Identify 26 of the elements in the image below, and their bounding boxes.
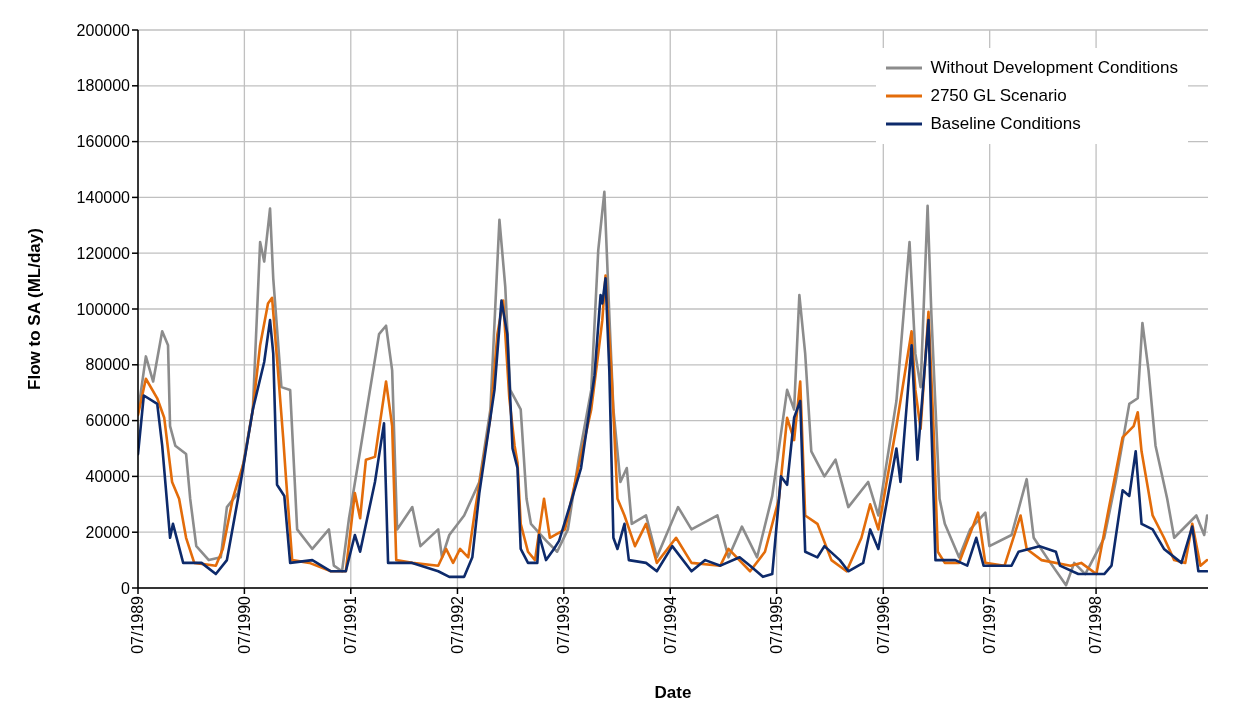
x-tick-label: 07/1991 <box>342 595 360 654</box>
x-tick-label: 07/1993 <box>555 595 573 654</box>
x-tick-label: 07/1992 <box>448 595 466 654</box>
y-tick-label: 140000 <box>76 189 131 207</box>
x-tick-label: 07/1995 <box>767 595 785 654</box>
y-tick-label: 20000 <box>85 523 131 541</box>
x-tick-label: 07/1997 <box>981 595 999 654</box>
y-tick-label: 160000 <box>76 133 131 151</box>
legend-label: Without Development Conditions <box>930 57 1178 79</box>
y-tick-label: 120000 <box>76 244 131 262</box>
y-tick-label: 60000 <box>85 412 131 430</box>
y-tick-label: 100000 <box>76 300 131 318</box>
y-tick-label: 0 <box>121 579 131 597</box>
y-tick-label: 180000 <box>76 77 131 95</box>
legend-label: 2750 GL Scenario <box>930 85 1067 107</box>
x-axis-title: Date <box>654 683 692 702</box>
y-tick-label: 200000 <box>76 21 131 39</box>
x-tick-label: 07/1998 <box>1087 595 1105 654</box>
x-tick-label: 07/1989 <box>129 595 147 654</box>
y-tick-label: 80000 <box>85 356 131 374</box>
legend-label: Baseline Conditions <box>930 113 1081 135</box>
y-tick-label: 40000 <box>85 468 131 486</box>
x-tick-label: 07/1994 <box>661 595 679 654</box>
y-axis-title: Flow to SA (ML/day) <box>25 228 45 390</box>
x-tick-label: 07/1990 <box>235 595 253 654</box>
x-tick-label: 07/1996 <box>874 595 892 654</box>
